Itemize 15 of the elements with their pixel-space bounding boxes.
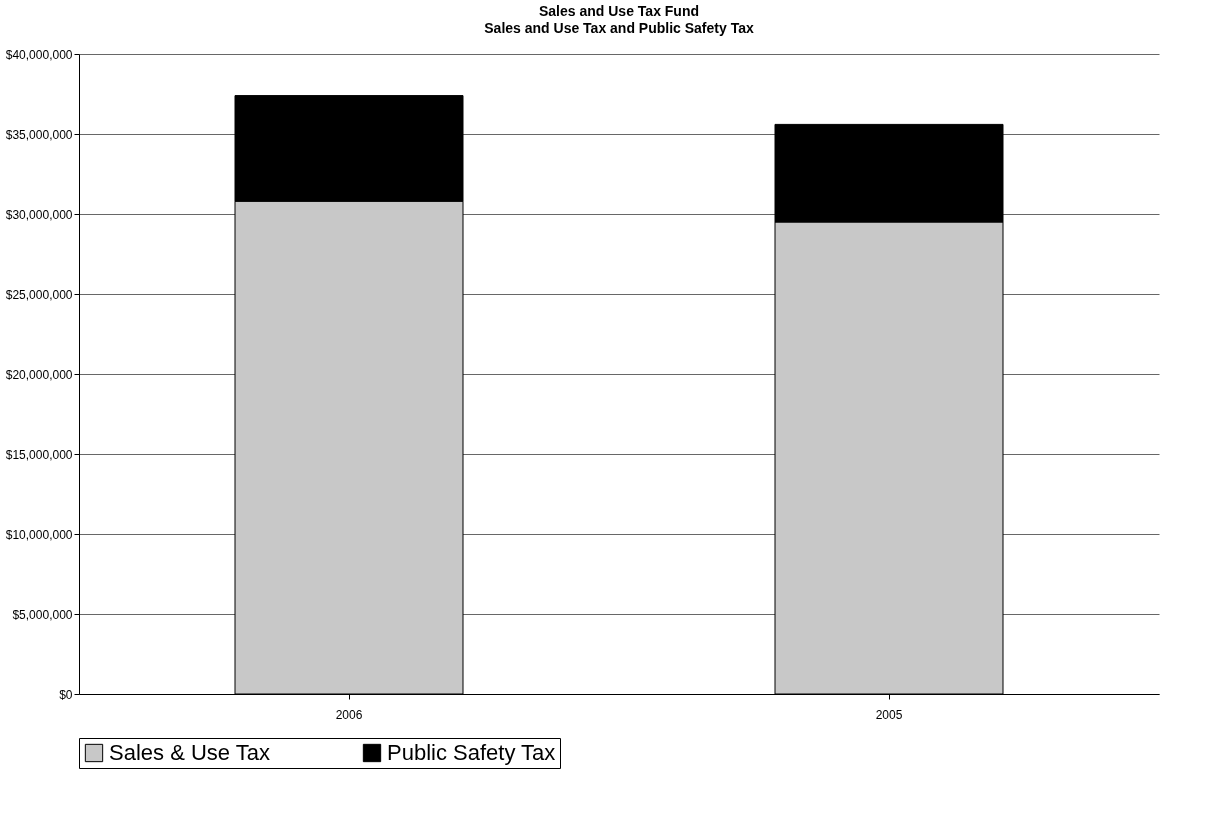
y-tick-label: $40,000,000 [5,47,73,62]
chart-subtitle: Sales and Use Tax and Public Safety Tax [484,20,754,36]
y-tick-label: $5,000,000 [12,607,73,622]
legend-label: Public Safety Tax [387,740,556,765]
y-tick-label: $10,000,000 [5,527,73,542]
y-tick-label: $15,000,000 [5,447,73,462]
y-tick-label: $25,000,000 [5,287,73,302]
chart-title: Sales and Use Tax Fund [538,3,700,19]
y-tick-label: $30,000,000 [5,207,73,222]
x-tick-label: 2005 [875,707,903,722]
y-tick-label: $20,000,000 [5,367,73,382]
y-tick-label: $35,000,000 [5,127,73,142]
y-tick-label: $0 [59,687,73,702]
legend-label: Sales & Use Tax [109,740,271,765]
x-tick-label: 2006 [335,707,363,722]
